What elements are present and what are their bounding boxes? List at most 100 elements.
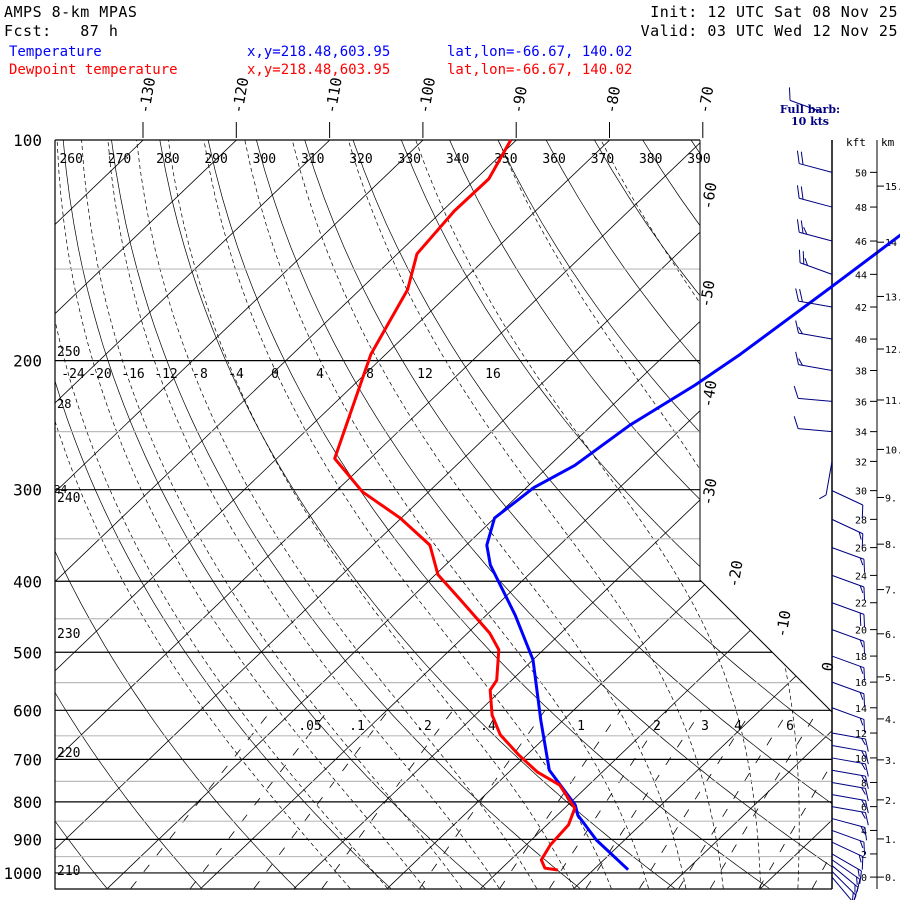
isotherm-label: -110 [322, 76, 346, 115]
dry-adiabat-label-left: 240 [57, 491, 80, 506]
isotherm-line [55, 140, 272, 889]
barb-half-feather [860, 826, 865, 834]
barb-full-feather [861, 504, 864, 519]
mixing-ratio-line [585, 710, 703, 889]
barb-half-feather [861, 799, 866, 807]
barb-staff [831, 818, 865, 828]
barb-full-feather [864, 788, 869, 802]
barb-staff [831, 841, 864, 858]
kft-tick-label: 46 [855, 237, 867, 248]
moist-adiabat-label: -8 [192, 367, 208, 382]
barb-half-feather [859, 666, 864, 674]
kft-tick-label: 34 [855, 428, 867, 439]
moist-adiabat-line [291, 140, 687, 889]
barb-half-feather [804, 257, 809, 266]
dry-adiabat-label: 360 [542, 152, 565, 167]
barb-half-feather [859, 557, 864, 566]
barb-half-feather [803, 227, 808, 235]
kft-tick-label: 6 [861, 803, 867, 814]
barb-full-feather [800, 186, 804, 200]
barb-full-feather [863, 641, 866, 655]
barb-full-feather [799, 289, 803, 302]
dry-adiabat-line [55, 140, 202, 889]
barb-half-feather [861, 775, 866, 783]
dry-adiabat-label: 270 [108, 152, 131, 167]
wind-barb [831, 574, 866, 601]
sounding-traces [333, 139, 900, 872]
moist-adiabat-line [892, 140, 900, 888]
barb-half-feather [852, 892, 854, 900]
barb-staff [799, 163, 833, 173]
barb-staff [798, 332, 833, 340]
kft-tick-label: 16 [855, 678, 867, 689]
wind-barb [831, 518, 864, 547]
barb-half-feather [859, 585, 864, 594]
dry-adiabat-label: 380 [639, 152, 662, 167]
wind-barb [831, 745, 869, 765]
pressure-label: 300 [13, 481, 42, 500]
wind-barb [831, 681, 866, 707]
km-tick-label: 12. [885, 345, 900, 356]
barb-full-feather [864, 827, 868, 841]
barb-full-feather [864, 812, 869, 826]
barb-full-feather [853, 895, 857, 900]
dry-adiabat-label-left: 210 [57, 864, 80, 879]
barb-half-feather [859, 840, 864, 849]
mixing-ratio-line [321, 710, 454, 889]
barb-staff [831, 876, 852, 900]
isotherm-label-right: -60 [698, 181, 720, 211]
barb-full-feather [863, 693, 866, 707]
kft-axis-title: kft [846, 136, 866, 149]
dry-adiabat-label: 330 [398, 152, 421, 167]
barb-staff [831, 707, 865, 720]
plot-border-right [699, 140, 833, 713]
barb-full-feather [795, 351, 800, 365]
moist-adiabat-label: -16 [121, 367, 144, 382]
barb-staff [825, 461, 833, 495]
moist-adiabat-line [55, 140, 351, 889]
moist-adiabat-line [203, 140, 612, 889]
kft-tick-label: 2 [861, 850, 867, 861]
wind-barb [793, 416, 833, 433]
barb-staff [799, 197, 833, 208]
barb-full-feather [793, 385, 799, 399]
barb-staff [831, 757, 866, 765]
kft-tick-label: 48 [855, 203, 867, 214]
dry-adiabat-label: 350 [494, 152, 517, 167]
wind-barb [819, 461, 833, 500]
kft-tick-label: 18 [855, 652, 867, 663]
wind-barb [831, 490, 864, 519]
mixing-ratio-line [499, 710, 621, 889]
moist-adiabat-line [107, 140, 500, 889]
barb-staff [831, 518, 864, 535]
mixing-ratio-line [639, 710, 753, 889]
barb-half-feather [861, 738, 866, 746]
barb-staff [831, 681, 865, 695]
moist-adiabat-label-left: 28 [57, 397, 71, 411]
kft-tick-label: 28 [855, 515, 867, 526]
legend-dewpoint-xy: x,y=218.48,603.95 [247, 62, 391, 78]
barb-note-line2: 10 kts [790, 115, 830, 128]
legend-temperature-xy: x,y=218.48,603.95 [247, 44, 391, 60]
barb-staff [831, 781, 866, 789]
barb-half-feather [861, 811, 866, 819]
kft-tick-label: 32 [855, 457, 867, 468]
wind-barb [795, 288, 833, 308]
isotherm-label: -70 [695, 85, 717, 115]
barb-half-feather [858, 531, 862, 540]
wind-barbs [788, 87, 869, 900]
isotherm-line [573, 140, 832, 889]
moist-adiabat-label: 12 [417, 367, 433, 382]
barb-half-feather [861, 762, 866, 771]
valid-time: Valid: 03 UTC Wed 12 Nov 25 [640, 22, 898, 40]
wind-barb [831, 769, 869, 789]
pressure-lines [55, 139, 832, 874]
dry-adiabat-line [248, 140, 832, 889]
barb-full-feather [861, 856, 864, 870]
moist-adiabat-line [730, 140, 832, 889]
kft-tick-label: 0 [861, 873, 867, 884]
wind-barb [831, 629, 866, 655]
moist-adiabat-line [497, 140, 800, 889]
barb-staff [799, 262, 833, 275]
barb-staff [831, 490, 864, 506]
